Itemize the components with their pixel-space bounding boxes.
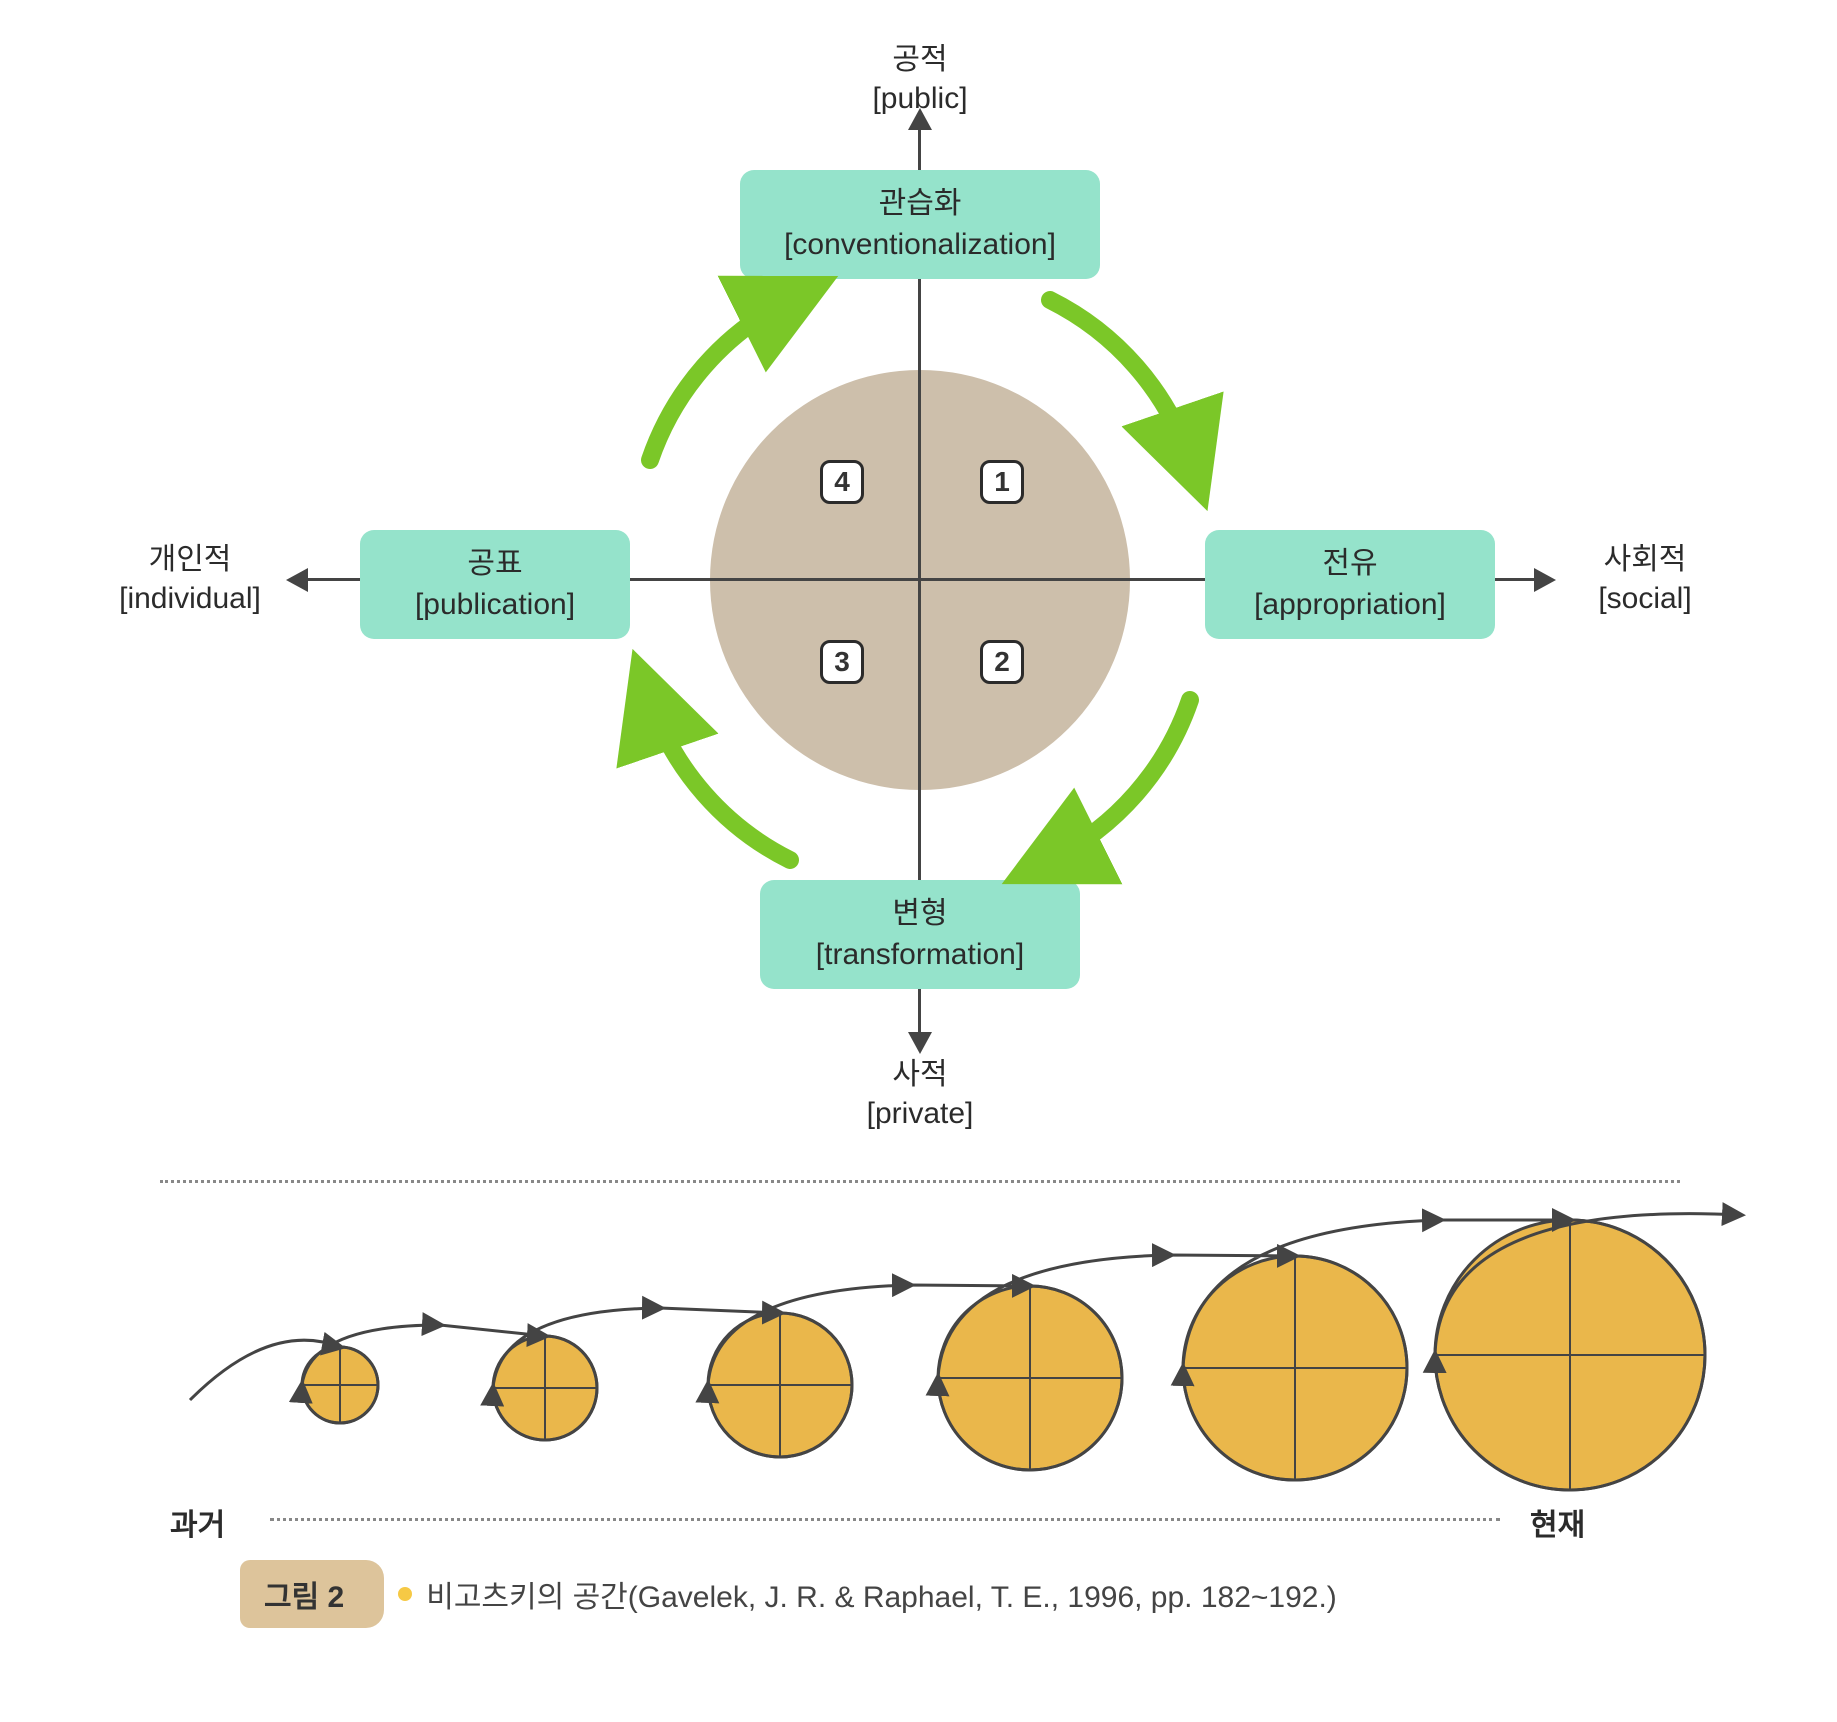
axis-left-ko: 개인적 bbox=[149, 543, 232, 576]
axis-bottom-en: [private] bbox=[867, 1097, 974, 1130]
separator-dotted bbox=[160, 1180, 1680, 1183]
axis-top-en: [public] bbox=[872, 82, 967, 115]
process-right-en: [appropriation] bbox=[1254, 588, 1446, 621]
axis-arrow-right bbox=[1534, 568, 1556, 592]
process-top-ko: 관습화 bbox=[879, 187, 962, 220]
caption-text: 비고츠키의 공간(Gavelek, J. R. & Raphael, T. E.… bbox=[426, 1572, 1337, 1616]
timeline-label-present: 현재 bbox=[1530, 1500, 1585, 1544]
axis-right-ko: 사회적 bbox=[1604, 543, 1687, 576]
timeline-svg bbox=[40, 1190, 1797, 1550]
axis-label-top: 공적 [public] bbox=[820, 40, 1020, 118]
axis-right-en: [social] bbox=[1598, 582, 1691, 615]
caption-tag: 그림 2 bbox=[240, 1560, 384, 1628]
axis-arrow-left bbox=[286, 568, 308, 592]
process-box-top: 관습화 [conventionalization] bbox=[740, 170, 1100, 279]
figure-caption: 그림 2 비고츠키의 공간(Gavelek, J. R. & Raphael, … bbox=[40, 1560, 1797, 1628]
quadrant-marker-2: 2 bbox=[980, 640, 1024, 684]
process-left-en: [publication] bbox=[415, 588, 575, 621]
axis-label-right: 사회적 [social] bbox=[1565, 540, 1725, 618]
axis-bottom-ko: 사적 bbox=[892, 1058, 947, 1091]
process-bottom-ko: 변형 bbox=[892, 897, 947, 930]
axis-label-bottom: 사적 [private] bbox=[820, 1055, 1020, 1133]
process-right-ko: 전유 bbox=[1322, 547, 1377, 580]
caption-dot-icon bbox=[398, 1587, 412, 1601]
axis-arrow-bottom bbox=[908, 1032, 932, 1054]
axis-left-en: [individual] bbox=[119, 582, 261, 615]
process-box-right: 전유 [appropriation] bbox=[1205, 530, 1495, 639]
process-left-ko: 공표 bbox=[467, 547, 522, 580]
quadrant-cycle-diagram: 공적 [public] 사적 [private] 개인적 [individual… bbox=[40, 40, 1797, 1140]
quadrant-marker-1: 1 bbox=[980, 460, 1024, 504]
axis-label-left: 개인적 [individual] bbox=[100, 540, 280, 618]
figure-container: 공적 [public] 사적 [private] 개인적 [individual… bbox=[40, 40, 1797, 1628]
axis-top-ko: 공적 bbox=[892, 43, 947, 76]
quadrant-marker-4: 4 bbox=[820, 460, 864, 504]
process-box-left: 공표 [publication] bbox=[360, 530, 630, 639]
process-box-bottom: 변형 [transformation] bbox=[760, 880, 1080, 989]
quadrant-marker-3: 3 bbox=[820, 640, 864, 684]
process-bottom-en: [transformation] bbox=[816, 938, 1024, 971]
process-top-en: [conventionalization] bbox=[784, 228, 1056, 261]
timeline-label-past: 과거 bbox=[170, 1500, 225, 1544]
timeline-dotted-axis bbox=[270, 1518, 1500, 1521]
timeline-diagram: 과거 현재 bbox=[40, 1190, 1797, 1550]
